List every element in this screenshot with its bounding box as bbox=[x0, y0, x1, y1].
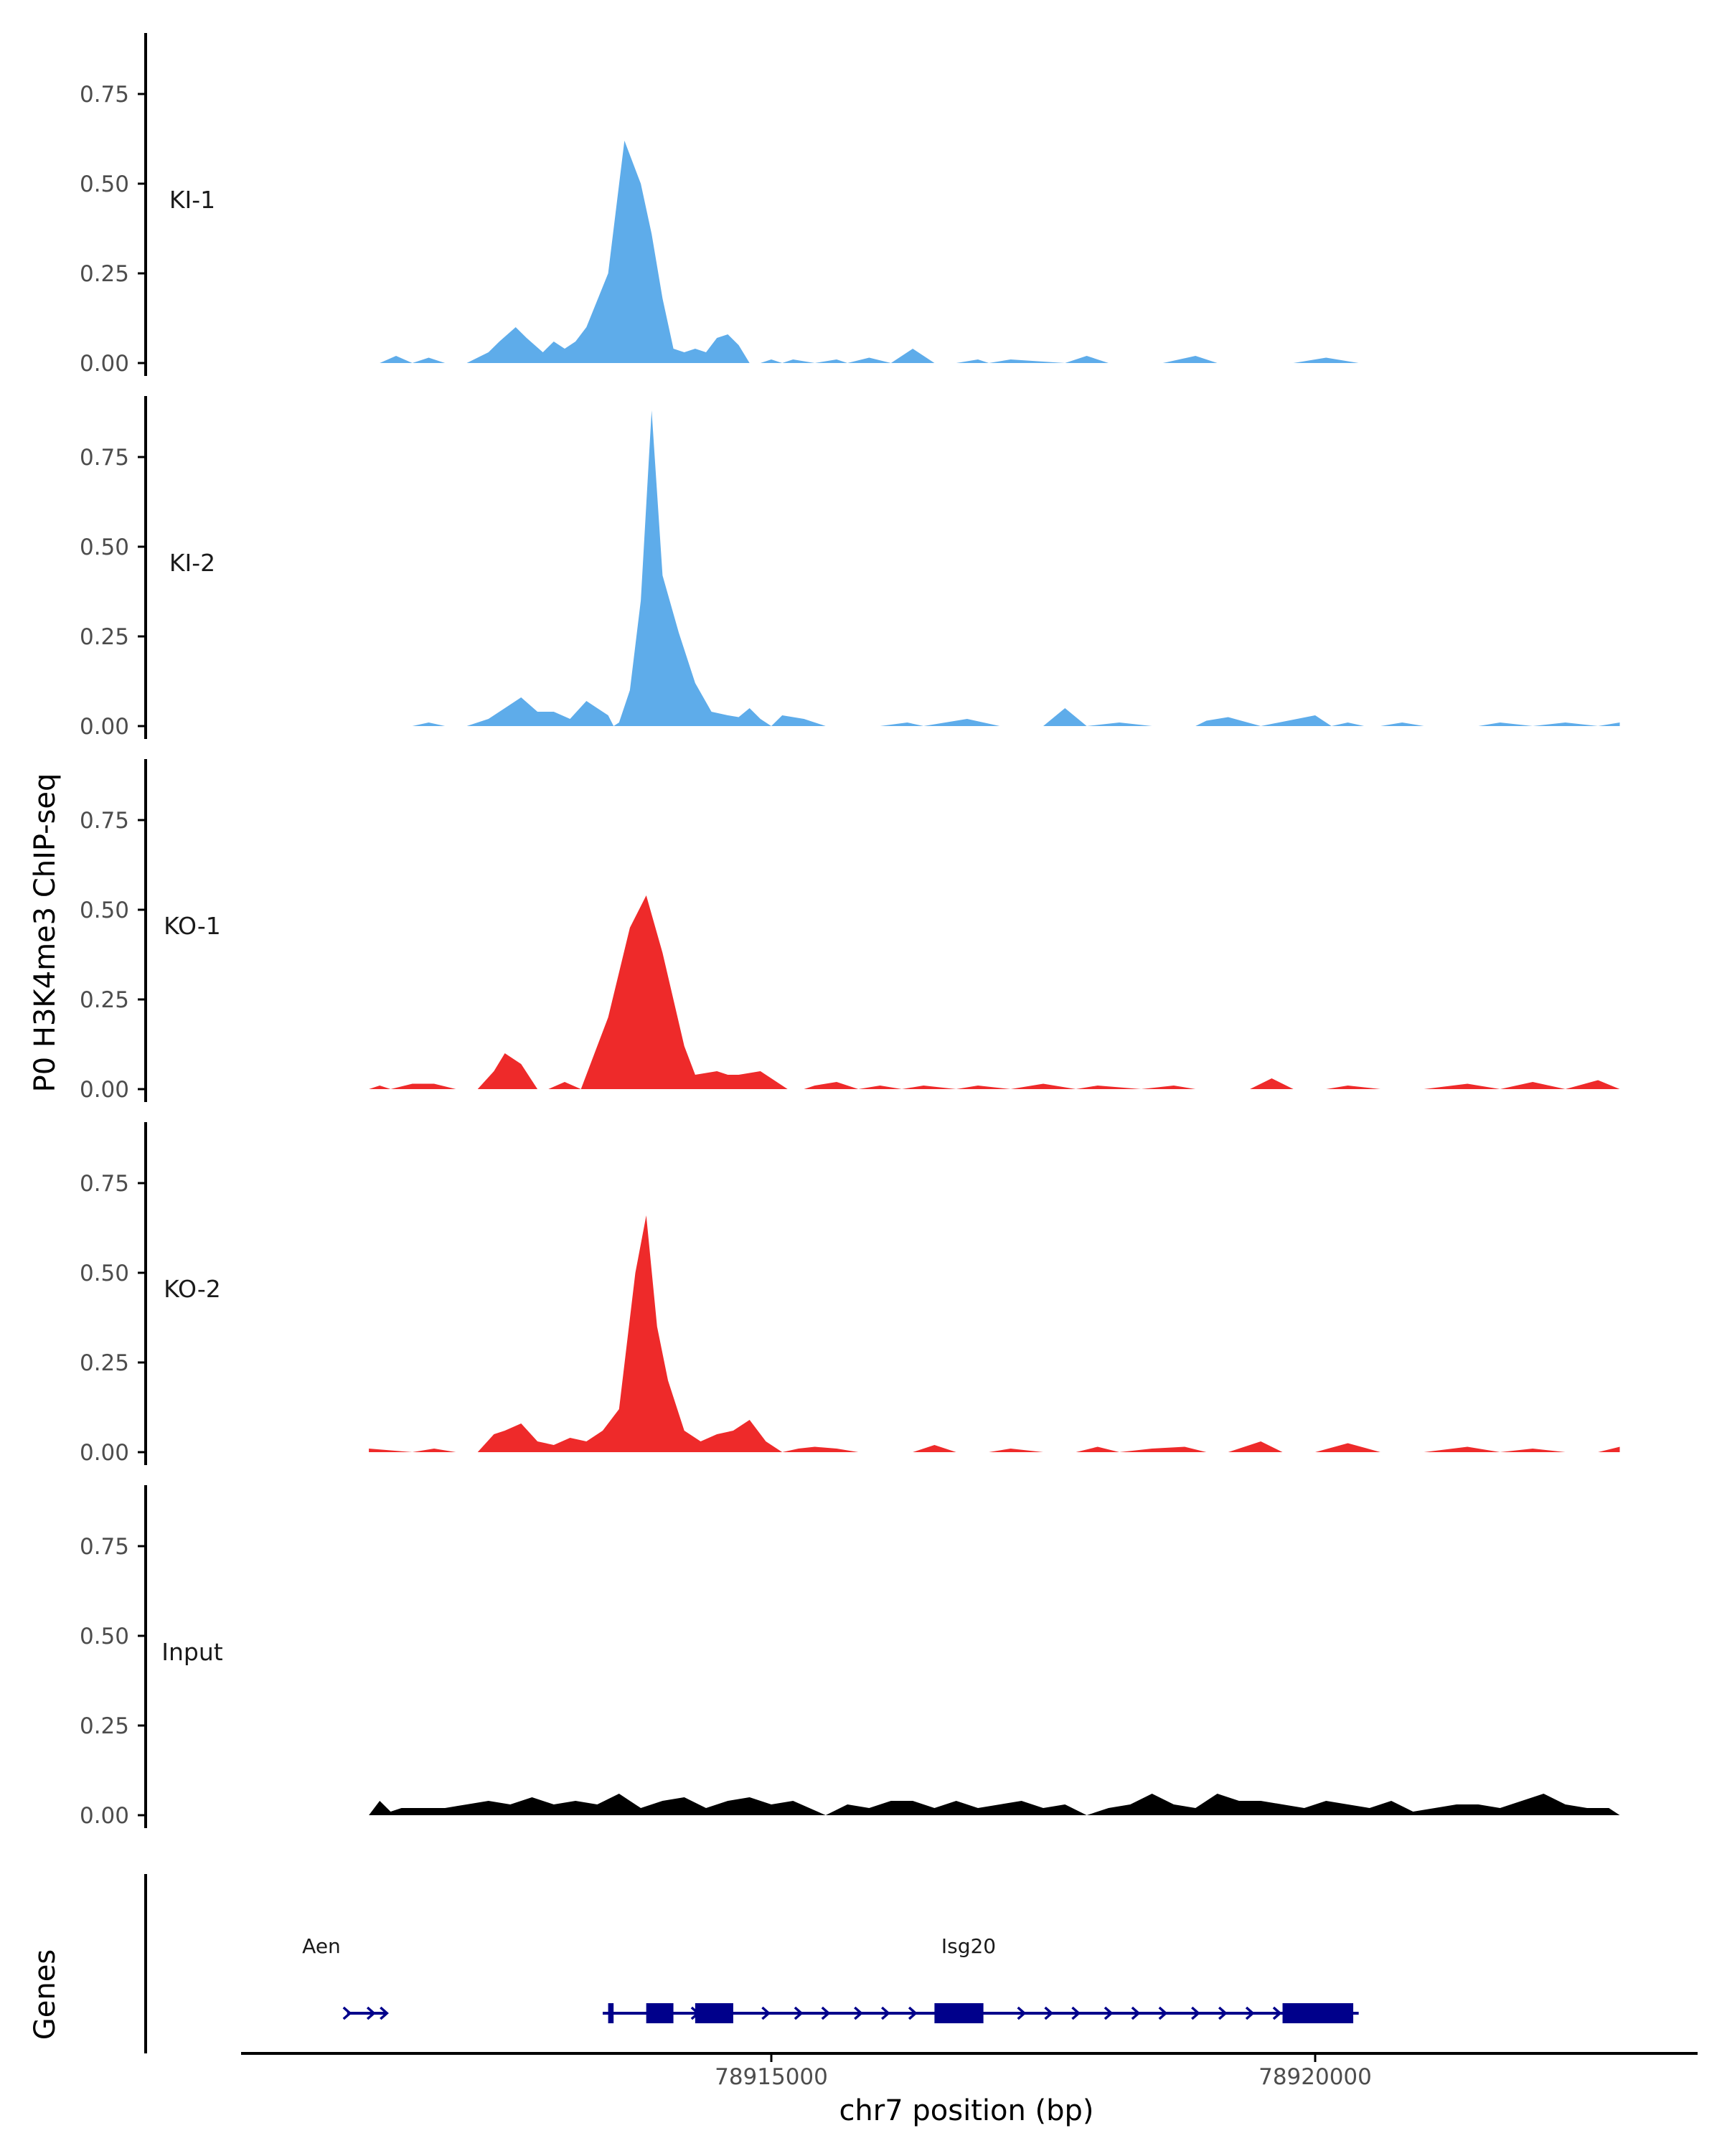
gene-exon bbox=[1282, 2003, 1354, 2023]
strand-arrow bbox=[794, 2006, 804, 2020]
y-tick-label: 0.25 bbox=[80, 624, 129, 650]
genes-layer: Aen Isg20 bbox=[144, 1874, 1359, 2053]
y-tick-label: 0.00 bbox=[80, 351, 129, 377]
gene-exon bbox=[934, 2003, 984, 2023]
track-label: KO-1 bbox=[164, 912, 221, 940]
y-tick-label: 0.50 bbox=[80, 1261, 129, 1286]
track-label: KI-2 bbox=[169, 549, 215, 577]
y-tick-label: 0.00 bbox=[80, 1440, 129, 1466]
strand-arrow bbox=[723, 2006, 733, 2020]
strand-arrow bbox=[690, 2006, 700, 2020]
track-input: 0.00 0.25 0.50 0.75 Input bbox=[80, 1485, 1620, 1829]
tracks-layer: 0.00 0.25 0.50 0.75 KI-1 0.00 0.25 0.50 0.75 KI-2… bbox=[80, 33, 1620, 1829]
signal-area bbox=[380, 141, 1359, 363]
signal-area bbox=[390, 410, 1620, 726]
genes-axis-title: Genes bbox=[29, 1949, 62, 2040]
gene-isg20: Isg20 bbox=[603, 1934, 1359, 2023]
gene-aen: Aen bbox=[302, 1934, 389, 2020]
strand-arrow bbox=[342, 2006, 352, 2020]
strand-arrow bbox=[380, 2006, 389, 2020]
y-tick-label: 0.00 bbox=[80, 1803, 129, 1829]
gene-exon bbox=[608, 2003, 614, 2023]
gene-label: Isg20 bbox=[941, 1934, 996, 1958]
x-axis-title: chr7 position (bp) bbox=[839, 2094, 1093, 2127]
signal-area bbox=[369, 1794, 1620, 1815]
y-tick-label: 0.75 bbox=[80, 82, 129, 108]
y-tick-label: 0.25 bbox=[80, 261, 129, 287]
strand-arrow bbox=[1017, 2006, 1027, 2020]
y-tick-label: 0.75 bbox=[80, 445, 129, 471]
y-tick-label: 0.25 bbox=[80, 1713, 129, 1739]
strand-arrow bbox=[1245, 2006, 1255, 2020]
strand-arrow bbox=[1191, 2006, 1200, 2020]
y-tick-label: 0.50 bbox=[80, 898, 129, 923]
track-label: KO-2 bbox=[164, 1275, 221, 1303]
y-axis-title: P0 H3K4me3 ChIP-seq bbox=[29, 773, 62, 1093]
track-label: KI-1 bbox=[169, 186, 215, 214]
gene-label: Aen bbox=[302, 1934, 341, 1958]
y-tick-label: 0.50 bbox=[80, 1624, 129, 1649]
y-tick-label: 0.50 bbox=[80, 535, 129, 560]
track-ki-2: 0.00 0.25 0.50 0.75 KI-2 bbox=[80, 396, 1620, 740]
strand-arrow bbox=[1071, 2006, 1081, 2020]
track-ki-1: 0.00 0.25 0.50 0.75 KI-1 bbox=[80, 33, 1359, 377]
y-tick-label: 0.00 bbox=[80, 714, 129, 740]
track-ko-2: 0.00 0.25 0.50 0.75 KO-2 bbox=[80, 1122, 1620, 1466]
y-tick-label: 0.25 bbox=[80, 987, 129, 1013]
strand-arrow bbox=[854, 2006, 863, 2020]
y-tick-label: 0.25 bbox=[80, 1350, 129, 1376]
strand-arrow bbox=[1158, 2006, 1168, 2020]
y-tick-label: 0.75 bbox=[80, 1534, 129, 1560]
strand-arrow bbox=[1104, 2006, 1114, 2020]
strand-arrow bbox=[821, 2006, 831, 2020]
strand-arrow bbox=[761, 2006, 771, 2020]
y-tick-label: 0.00 bbox=[80, 1077, 129, 1103]
signal-area bbox=[369, 895, 1620, 1089]
x-axis: 78915000 78920000 bbox=[241, 2052, 1698, 2090]
y-tick-label: 0.50 bbox=[80, 171, 129, 197]
y-tick-label: 0.75 bbox=[80, 808, 129, 834]
signal-area bbox=[369, 1215, 1620, 1452]
strand-arrow bbox=[1044, 2006, 1054, 2020]
strand-arrow bbox=[1131, 2006, 1141, 2020]
x-tick-label: 78915000 bbox=[715, 2064, 828, 2090]
gene-exon bbox=[646, 2003, 674, 2023]
track-ko-1: 0.00 0.25 0.50 0.75 KO-1 bbox=[80, 759, 1620, 1103]
x-tick-label: 78920000 bbox=[1258, 2064, 1372, 2090]
strand-arrow bbox=[366, 2006, 376, 2020]
strand-arrow bbox=[1218, 2006, 1228, 2020]
track-label: Input bbox=[161, 1638, 223, 1666]
gene-exon bbox=[695, 2003, 733, 2023]
strand-arrow bbox=[908, 2006, 918, 2020]
strand-arrow bbox=[881, 2006, 890, 2020]
strand-arrow bbox=[1272, 2006, 1282, 2020]
y-tick-label: 0.75 bbox=[80, 1171, 129, 1197]
